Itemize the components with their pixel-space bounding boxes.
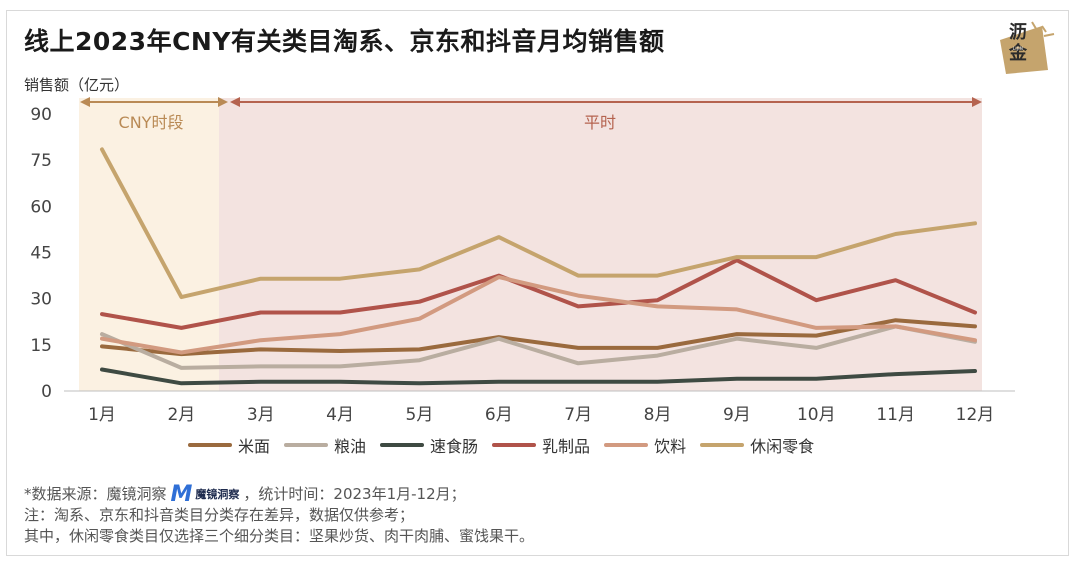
y-axis-label: 销售额（亿元） [24,76,130,94]
note-line-2: 注：淘系、京东和抖音类目分类存在差异，数据仅供参考； [24,506,415,524]
y-tick-label: 90 [30,105,52,125]
normal-arrow-head-left [230,97,240,107]
note-source-prefix: *数据来源：魔镜洞察 [24,485,167,503]
series-line-粮油 [100,324,977,370]
legend-item: 米面 [188,433,270,457]
chart-title: 线上2023年CNY有关类目淘系、京东和抖音月均销售额 [24,27,665,56]
series-line-休闲零食 [100,147,977,300]
brand-logo-sub: LIJIN [1012,46,1024,51]
note-line-1: *数据来源：魔镜洞察 M 魔镜洞察 ，统计时间：2023年1月-12月； [24,481,534,507]
x-tick-label: 11月 [876,405,915,425]
series-line-米面 [100,318,977,357]
series-line-乳制品 [100,258,977,330]
legend-swatch [188,443,232,447]
legend-swatch [380,443,425,447]
y-tick-label: 0 [41,382,52,402]
brand-m-icon: M [170,481,193,507]
x-tick-label: 12月 [956,405,995,425]
y-tick-label: 45 [30,244,52,264]
chart-legend: 米面 粮油 速食肠 乳制品 饮料 休闲零食 [188,434,814,456]
cny-arrow-head-right [218,97,228,107]
x-tick-label: 3月 [247,405,275,425]
x-tick-label: 8月 [644,405,672,425]
x-tick-label: 10月 [797,405,836,425]
cny-arrow [80,97,228,107]
legend-label: 饮料 [654,437,687,456]
legend-label: 速食肠 [430,437,479,456]
normal-arrow-head-right [972,97,982,107]
card-frame [6,10,1069,556]
brand-logo-icon [1000,21,1055,74]
cny-period-band [79,98,219,391]
legend-item: 休闲零食 [700,433,814,457]
source-notes: *数据来源：魔镜洞察 M 魔镜洞察 ，统计时间：2023年1月-12月； 注：淘… [24,481,535,547]
legend-label: 乳制品 [542,437,591,456]
x-tick-label: 6月 [485,405,513,425]
x-tick-label: 5月 [406,405,434,425]
legend-item: 速食肠 [380,433,478,457]
y-tick-label: 60 [30,197,52,217]
brand-chip: M 魔镜洞察 [170,481,240,507]
legend-item: 粮油 [284,433,366,457]
series-line-速食肠 [100,367,977,386]
normal-arrow [230,97,982,107]
legend-swatch [604,443,649,447]
brand-logo-text: 沥 金 [1009,22,1027,64]
note-line-3: 其中，休闲零食类目仅选择三个细分类目：坚果炒货、肉干肉脯、蜜饯果干。 [24,527,535,545]
series-line-饮料 [100,275,977,355]
normal-period-label: 平时 [584,113,616,132]
y-tick-label: 15 [30,336,52,356]
x-tick-label: 9月 [723,405,751,425]
legend-label: 粮油 [334,437,367,456]
legend-item: 饮料 [604,433,686,457]
legend-swatch [284,443,329,447]
brand-name: 魔镜洞察 [195,487,240,501]
cny-period-label: CNY时段 [119,113,184,132]
cny-arrow-head-left [80,97,90,107]
x-tick-label: 1月 [88,405,116,425]
y-tick-label: 30 [30,290,52,310]
legend-item: 乳制品 [492,433,590,457]
y-tick-label: 75 [30,151,52,171]
x-tick-label: 4月 [326,405,354,425]
legend-label: 休闲零食 [750,437,815,456]
x-tick-label: 2月 [167,405,195,425]
legend-swatch [700,443,745,447]
note-source-suffix: ，统计时间：2023年1月-12月； [243,485,466,503]
legend-label: 米面 [238,437,271,456]
legend-swatch [492,443,537,447]
x-tick-label: 7月 [564,405,592,425]
